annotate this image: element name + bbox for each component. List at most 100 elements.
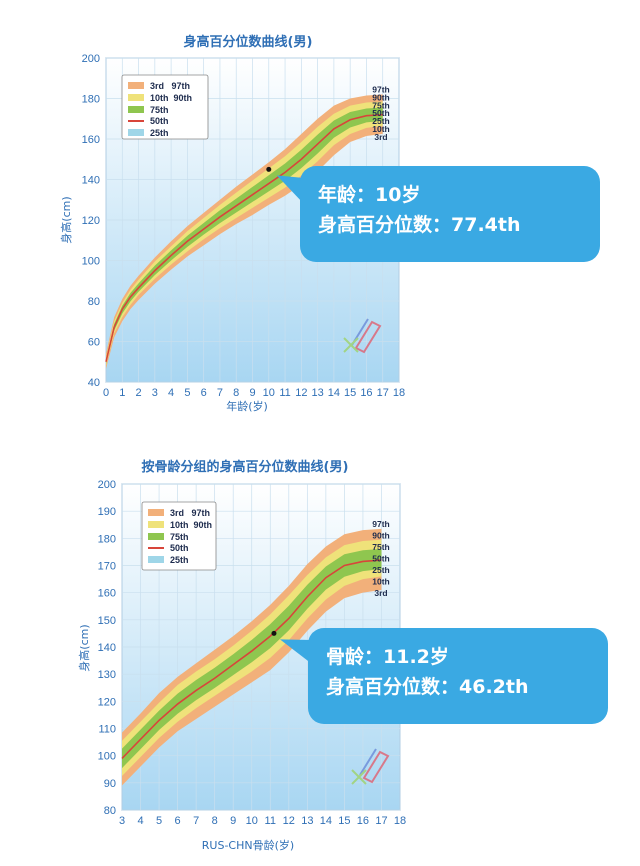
x-tick-label: 18 — [394, 815, 406, 827]
percentile-label-10th: 10th — [372, 124, 389, 134]
x-tick-label: 6 — [201, 387, 207, 399]
band-25th-75th — [122, 548, 382, 769]
median-line-50th — [121, 559, 382, 759]
y-tick-label: 140 — [82, 175, 100, 187]
chart1-callout-age: 年龄：10岁 — [318, 184, 421, 206]
chart1-watermark-logo — [343, 318, 382, 354]
percentile-label-50th: 50th — [372, 108, 389, 118]
chart2-percentile-bands — [121, 528, 382, 786]
y-tick-label: 170 — [98, 561, 116, 573]
y-tick-label: 40 — [88, 377, 100, 389]
percentile-label-97th: 97th — [372, 84, 389, 94]
legend-label-3rd-97th: 3rd 97th — [150, 81, 190, 91]
x-tick-label: 11 — [265, 815, 276, 827]
chart2-x-ticks: 3 4 5 6 7 8 9 10 11 12 13 14 15 16 17 18 — [119, 815, 406, 827]
x-tick-label: 10 — [246, 815, 258, 827]
x-tick-label: 17 — [375, 815, 387, 827]
y-tick-label: 130 — [98, 669, 116, 681]
percentile-label-10th: 10th — [372, 576, 389, 586]
chart2-patient-marker — [271, 630, 277, 636]
x-tick-label: 14 — [328, 387, 340, 399]
y-tick-label: 190 — [98, 506, 116, 518]
y-tick-label: 120 — [82, 215, 100, 227]
x-tick-label: 15 — [344, 387, 356, 399]
chart1-x-ticks: 0 1 2 3 4 5 6 7 8 9 10 11 12 13 14 15 16 17 18 — [103, 387, 405, 399]
x-tick-label: 13 — [311, 387, 323, 399]
legend-label-50th: 50th — [150, 116, 169, 126]
legend2-label-75th: 75th — [170, 532, 189, 542]
x-tick-label: 18 — [393, 387, 405, 399]
chart2-x-axis-label: RUS-CHN骨龄(岁) — [202, 838, 294, 852]
y-tick-label: 90 — [104, 778, 116, 790]
chart1-callout: 年龄：10岁 身高百分位数：77.4th — [300, 166, 600, 262]
x-tick-label: 12 — [283, 815, 295, 827]
chart2-callout-pointer — [279, 639, 312, 664]
percentile-label-3rd: 3rd — [374, 132, 387, 142]
chart1-patient-marker — [266, 166, 272, 172]
x-tick-label: 7 — [217, 387, 223, 399]
legend-label-25th: 25th — [150, 128, 169, 138]
height-percentile-chart-by-bone-age: 按骨龄分组的身高百分位数曲线(男) 80 90 100 110 120 130 140 150… — [77, 459, 406, 852]
x-tick-label: 1 — [119, 387, 125, 399]
x-tick-label: 3 — [152, 387, 158, 399]
x-tick-label: 13 — [301, 815, 313, 827]
legend-swatch-10th-90th — [128, 94, 144, 101]
x-tick-label: 14 — [320, 815, 332, 827]
legend2-label-50th: 50th — [170, 543, 189, 553]
x-tick-label: 0 — [103, 387, 109, 399]
percentile-label-3rd: 3rd — [374, 588, 387, 598]
percentile-label-25th: 25th — [372, 565, 389, 575]
legend-swatch-3rd-97th — [128, 82, 144, 89]
percentile-label-75th: 75th — [372, 100, 389, 110]
legend2-label-3rd-97th: 3rd 97th — [170, 508, 210, 518]
percentile-label-25th: 25th — [372, 116, 389, 126]
x-tick-label: 3 — [119, 815, 125, 827]
x-tick-label: 2 — [135, 387, 141, 399]
chart2-legend-box — [141, 501, 217, 571]
chart1-legend: 3rd 97th 10th 90th 75th 50th 25th — [121, 74, 209, 140]
y-tick-label: 160 — [98, 588, 116, 600]
chart2-y-ticks: 80 90 100 110 120 130 140 150 160 170 180 190 200 — [98, 479, 116, 817]
chart2-y-axis-label: 身高(cm) — [77, 624, 91, 671]
legend-label-10th-90th: 10th 90th — [150, 93, 192, 103]
median-line-50th — [105, 113, 383, 362]
legend2-swatch-25th — [148, 556, 164, 563]
x-tick-label: 4 — [137, 815, 143, 827]
x-tick-label: 12 — [295, 387, 307, 399]
chart2-callout: 骨龄：11.2岁 身高百分位数：46.2th — [308, 628, 608, 724]
y-tick-label: 120 — [98, 696, 116, 708]
chart1-y-ticks: 40 60 80 100 120 140 160 180 200 — [82, 53, 100, 389]
x-tick-label: 9 — [230, 815, 236, 827]
x-tick-label: 8 — [212, 815, 218, 827]
chart1-callout-pointer — [276, 175, 304, 204]
legend-swatch-75th — [128, 106, 144, 113]
percentile-label-50th: 50th — [372, 553, 389, 563]
percentile-label-90th: 90th — [372, 92, 389, 102]
chart2-title: 按骨龄分组的身高百分位数曲线(男) — [142, 459, 349, 475]
x-tick-label: 15 — [338, 815, 350, 827]
x-tick-label: 6 — [175, 815, 181, 827]
legend2-label-25th: 25th — [170, 555, 189, 565]
x-tick-label: 16 — [357, 815, 369, 827]
x-tick-label: 7 — [193, 815, 199, 827]
y-tick-label: 150 — [98, 615, 116, 627]
x-tick-label: 4 — [168, 387, 174, 399]
y-tick-label: 140 — [98, 642, 116, 654]
y-tick-label: 80 — [88, 296, 100, 308]
legend2-swatch-10th-90th — [148, 521, 164, 528]
chart2-callout-percentile: 身高百分位数：46.2th — [326, 676, 529, 698]
chart2-watermark-logo — [351, 748, 390, 785]
y-tick-label: 180 — [98, 533, 116, 545]
y-tick-label: 60 — [88, 337, 100, 349]
legend2-swatch-3rd-97th — [148, 509, 164, 516]
chart1-x-axis-label: 年龄(岁) — [226, 399, 268, 413]
chart2-legend: 3rd 97th 10th 90th 75th 50th 25th — [141, 501, 217, 571]
y-tick-label: 110 — [98, 724, 116, 736]
x-tick-label: 5 — [184, 387, 190, 399]
x-tick-label: 10 — [263, 387, 275, 399]
x-tick-label: 8 — [233, 387, 239, 399]
y-tick-label: 180 — [82, 94, 100, 106]
